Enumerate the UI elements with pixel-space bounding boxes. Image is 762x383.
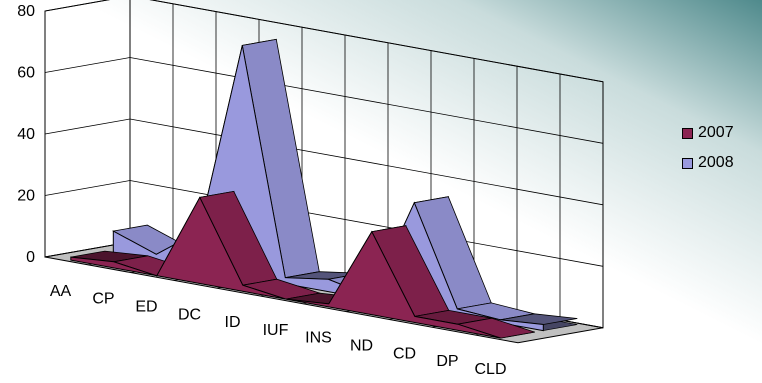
y-axis-tick-labels: 0 20 40 60 80: [17, 3, 35, 266]
legend-item-2008: 2008: [682, 148, 734, 178]
gridline-y-40: [44, 118, 604, 206]
chart-legend: 2007 2008: [682, 118, 734, 178]
x-tick-label-cp: CP: [92, 291, 114, 308]
x-tick-label-dp: DP: [436, 353, 458, 370]
legend-swatch-2007: [682, 127, 693, 139]
x-tick-label-nd: ND: [350, 338, 373, 355]
x-tick-label-aa: AA: [50, 283, 72, 300]
x-tick-label-id: ID: [225, 314, 241, 331]
y-tick-label-40: 40: [17, 126, 35, 143]
x-tick-label-cld: CLD: [474, 361, 506, 378]
y-tick-label-0: 0: [26, 249, 35, 266]
x-axis-tick-labels: AA CP ED DC ID IUF INS ND CD DP CLD: [50, 283, 507, 378]
legend-label-2008: 2008: [698, 154, 734, 171]
y-tick-label-80: 80: [17, 3, 35, 20]
legend-item-2007: 2007: [682, 118, 734, 148]
x-tick-label-ins: INS: [305, 330, 332, 347]
x-tick-label-cd: CD: [393, 345, 416, 362]
gridline-y-60: [44, 57, 604, 144]
y-tick-label-20: 20: [17, 188, 35, 205]
x-tick-label-dc: DC: [178, 306, 201, 323]
x-tick-label-ed: ED: [135, 299, 157, 316]
series-2007-front-face: [70, 196, 501, 339]
gridline-y-80: [44, 0, 604, 83]
legend-swatch-2008: [682, 157, 693, 169]
y-tick-label-60: 60: [17, 65, 35, 82]
legend-label-2007: 2007: [698, 124, 734, 141]
x-tick-label-iuf: IUF: [263, 322, 289, 339]
series-2007-ribbon: [70, 190, 535, 339]
